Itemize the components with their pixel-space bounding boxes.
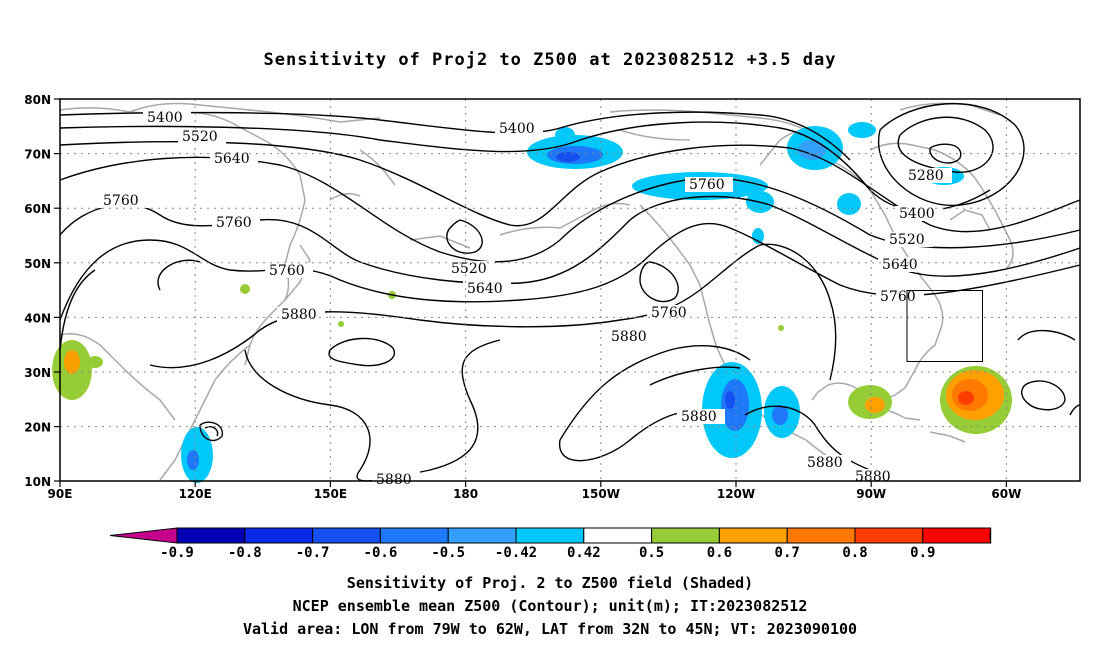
- graticule: [60, 99, 1080, 481]
- colorbar-box: [651, 527, 720, 544]
- colorbar-label: -0.42: [495, 545, 537, 561]
- contour-label: 5520: [889, 232, 925, 248]
- colorbar-box: [854, 527, 924, 544]
- lon-labels: 90E 120E 150E 180 150W 120W 90W 60W: [48, 487, 1022, 501]
- lon-label: 120W: [717, 487, 755, 501]
- lon-label: 150E: [314, 487, 347, 501]
- footer-line-1: Sensitivity of Proj. 2 to Z500 field (Sh…: [346, 574, 754, 592]
- colorbar-label: -0.5: [431, 545, 465, 561]
- colorbar-label: 0.8: [842, 545, 867, 561]
- colorbar-labels: -0.9 -0.8 -0.7 -0.6 -0.5 -0.42 0.42 0.5 0.6 0.7 0.…: [160, 545, 935, 561]
- colorbar-box: [718, 527, 788, 544]
- lat-label: 10N: [24, 475, 51, 489]
- contour-label: 5520: [182, 129, 218, 145]
- contour-label: 5760: [689, 177, 725, 193]
- colorbar-label: 0.7: [775, 545, 800, 561]
- lat-label: 60N: [24, 202, 51, 216]
- lon-label: 180: [453, 487, 478, 501]
- contour-label: 5760: [651, 305, 687, 321]
- contour-label: 5400: [147, 110, 183, 126]
- contour-label: 5880: [376, 472, 412, 488]
- colorbar-box: [447, 527, 517, 544]
- contour-label: 5760: [216, 215, 252, 231]
- valid-area-box: [906, 290, 983, 362]
- lon-label: 150W: [582, 487, 620, 501]
- colorbar-label: -0.6: [364, 545, 398, 561]
- colorbar-box: [786, 527, 856, 544]
- colorbar-box: [379, 527, 449, 544]
- contour-label: 5880: [611, 329, 647, 345]
- lat-labels: 80N 70N 60N 50N 40N 30N 20N 10N: [24, 93, 51, 489]
- footer-line-3: Valid area: LON from 79W to 62W, LAT fro…: [242, 620, 858, 638]
- colorbar-box: [176, 527, 246, 544]
- colorbar-box: [583, 527, 653, 544]
- lat-label: 50N: [24, 257, 51, 271]
- contour-label: 5640: [214, 151, 250, 167]
- contour-labels: 5400 5520 5640 5760 5760 5760 5880 5400 …: [99, 110, 952, 488]
- map-frame: [59, 98, 1081, 482]
- shaded-sensitivity: [52, 122, 1012, 483]
- lat-label: 80N: [24, 93, 51, 107]
- contour-label: 5880: [807, 455, 843, 471]
- colorbar: [109, 527, 992, 544]
- colorbar-label: -0.9: [160, 545, 194, 561]
- coastlines: [59, 102, 1014, 481]
- colorbar-box: [922, 527, 992, 544]
- contour-label: 5880: [681, 409, 717, 425]
- colorbar-left-arrow: [109, 527, 178, 544]
- colorbar-label: 0.6: [707, 545, 732, 561]
- contour-label: 5760: [880, 289, 916, 305]
- contour-label: 5880: [855, 469, 891, 485]
- contour-label: 5520: [451, 261, 487, 277]
- colorbar-box: [312, 527, 381, 544]
- colorbar-label: 0.5: [639, 545, 664, 561]
- page-title: Sensitivity of Proj2 to Z500 at 20230825…: [263, 50, 837, 70]
- colorbar-label: 0.42: [567, 545, 601, 561]
- contour-label: 5280: [908, 168, 944, 184]
- colorbar-box: [515, 527, 585, 544]
- lat-label: 40N: [24, 311, 51, 325]
- footer-line-2: NCEP ensemble mean Z500 (Contour); unit(…: [292, 597, 808, 615]
- contour-label: 5880: [281, 307, 317, 323]
- contour-label: 5640: [882, 257, 918, 273]
- colorbar-label: 0.9: [910, 545, 935, 561]
- contour-label: 5640: [467, 281, 503, 297]
- tick-marks: [54, 98, 1008, 487]
- lat-label: 20N: [24, 421, 51, 435]
- contour-label: 5760: [103, 193, 139, 209]
- colorbar-label: -0.7: [296, 545, 330, 561]
- lon-label: 90E: [48, 487, 73, 501]
- contour-label: 5760: [269, 263, 305, 279]
- colorbar-box: [244, 527, 314, 544]
- lon-label: 120E: [179, 487, 212, 501]
- lat-label: 70N: [24, 148, 51, 162]
- colorbar-right-arrow: [989, 527, 992, 544]
- lat-label: 30N: [24, 366, 51, 380]
- colorbar-label: -0.8: [228, 545, 262, 561]
- contour-label: 5400: [499, 121, 535, 137]
- contour-label: 5400: [899, 206, 935, 222]
- lon-label: 60W: [991, 487, 1021, 501]
- lon-label: 90W: [856, 487, 886, 501]
